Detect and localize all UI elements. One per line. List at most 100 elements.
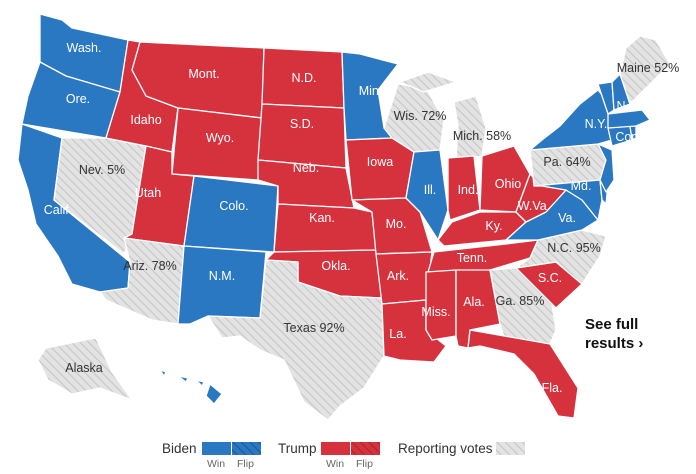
state-shape-nm[interactable] <box>177 245 267 325</box>
state-shape-tx[interactable] <box>207 259 385 421</box>
state-label-ne: Neb. <box>293 161 319 175</box>
state-label-ok: Okla. <box>321 259 350 273</box>
state-shape-nj[interactable] <box>597 143 615 193</box>
state-label-nm: N.M. <box>209 269 235 283</box>
state-label-wy: Wyo. <box>206 131 234 145</box>
state-label-sd: S.D. <box>290 117 314 131</box>
state-label-ca: Calif. <box>44 203 72 217</box>
state-label-or: Ore. <box>66 92 90 106</box>
state-me[interactable] <box>619 35 671 105</box>
state-label-nj: N.J. <box>615 163 637 177</box>
state-label-nc: N.C. 95% <box>547 241 601 255</box>
state-label-vt: Vt. <box>600 69 615 83</box>
state-label-mo: Mo. <box>386 217 407 231</box>
state-label-mn: Minn. <box>359 84 390 98</box>
state-label-nh: N.H. <box>617 99 642 113</box>
state-shape-ak[interactable] <box>37 337 133 401</box>
legend-reporting-swatch <box>496 442 525 455</box>
state-label-in: Ind. <box>458 183 479 197</box>
state-hi[interactable] <box>159 369 223 405</box>
state-label-al: Ala. <box>463 295 485 309</box>
state-tx[interactable] <box>207 259 385 421</box>
state-shape-me[interactable] <box>619 35 671 105</box>
state-label-tn: Tenn. <box>457 251 488 265</box>
state-label-wa: Wash. <box>67 41 102 55</box>
state-label-pa: Pa. 64% <box>543 155 590 169</box>
state-label-la: La. <box>389 327 406 341</box>
legend-biden-win-label: Win <box>207 458 226 470</box>
legend: Biden Win Flip Trump Win Flip Reporting … <box>0 436 696 474</box>
state-label-md: Md. <box>571 179 592 193</box>
state-shape-ma[interactable] <box>607 109 651 129</box>
legend-biden-title: Biden <box>162 441 197 456</box>
state-nm[interactable] <box>177 245 267 325</box>
state-shape-vt[interactable] <box>597 81 615 115</box>
state-label-co: Colo. <box>219 199 248 213</box>
state-shape-hi[interactable] <box>205 383 223 405</box>
see-full-line1: See full <box>585 316 639 333</box>
us-election-map: Wash. Ore. Calif. Nev. 5% Idaho Mont. Wyo. Utah… <box>18 14 682 421</box>
state-label-ia: Iowa <box>367 155 393 169</box>
legend-trump-win-swatch <box>321 442 350 455</box>
state-shape-hi[interactable] <box>177 375 189 383</box>
state-label-fl: Fla. <box>542 381 563 395</box>
state-label-ms: Miss. <box>421 305 450 319</box>
state-ma[interactable] <box>607 109 651 129</box>
state-label-ri: R.I. <box>640 144 659 158</box>
state-label-de: Del. <box>609 188 631 202</box>
state-label-wi: Wis. 72% <box>394 109 447 123</box>
state-label-mt: Mont. <box>188 67 219 81</box>
state-label-ky: Ky. <box>485 219 502 233</box>
state-label-ak: Alaska <box>65 361 103 375</box>
state-vt[interactable] <box>597 81 615 115</box>
state-label-me: Maine 52% <box>617 61 680 75</box>
state-shape-hi[interactable] <box>195 379 205 387</box>
state-shape-ia[interactable] <box>345 137 415 201</box>
state-label-tx: Texas 92% <box>283 321 344 335</box>
legend-trump-title: Trump <box>278 441 317 456</box>
legend-trump-flip-swatch <box>351 442 380 455</box>
state-label-il: Ill. <box>424 183 437 197</box>
state-label-nv: Nev. 5% <box>79 163 125 177</box>
state-label-ut: Utah <box>135 186 161 200</box>
state-ak[interactable] <box>37 337 133 401</box>
state-shape-mi[interactable] <box>453 95 487 161</box>
state-in[interactable] <box>447 155 481 221</box>
state-fl[interactable] <box>467 329 579 419</box>
state-label-va: Va. <box>558 211 576 225</box>
state-sd[interactable] <box>257 103 347 169</box>
state-label-sc: S.C. <box>538 271 562 285</box>
state-shape-co[interactable] <box>183 175 279 253</box>
state-shape-in[interactable] <box>447 155 481 221</box>
state-label-ct: Conn. <box>615 130 648 144</box>
state-label-mi: Mich. 58% <box>453 129 511 143</box>
state-label-ga: Ga. 85% <box>496 294 545 308</box>
legend-biden-flip-swatch <box>232 442 261 455</box>
state-shape-fl[interactable] <box>467 329 579 419</box>
state-shape-wi[interactable] <box>383 83 445 153</box>
state-shape-hi[interactable] <box>159 369 167 377</box>
see-full-line2: results › <box>585 335 644 352</box>
state-label-wv: W.Va. <box>518 199 550 213</box>
legend-biden-win-swatch <box>202 442 231 455</box>
legend-trump-flip-label: Flip <box>356 458 373 470</box>
state-shape-sd[interactable] <box>257 103 347 169</box>
legend-reporting-title: Reporting votes <box>398 441 493 456</box>
state-label-ny: N.Y. <box>585 117 608 131</box>
state-co[interactable] <box>183 175 279 253</box>
state-shape-mi[interactable] <box>399 71 457 93</box>
state-label-id: Idaho <box>130 113 161 127</box>
state-label-ks: Kan. <box>309 211 335 225</box>
legend-biden-flip-label: Flip <box>237 458 254 470</box>
state-wi[interactable] <box>383 83 445 153</box>
state-label-az: Ariz. 78% <box>123 259 177 273</box>
state-label-nd: N.D. <box>292 71 317 85</box>
state-label-hi: Hawaii <box>223 389 261 403</box>
state-nj[interactable] <box>597 143 615 193</box>
state-label-oh: Ohio <box>495 177 521 191</box>
see-full-results-link[interactable]: See full results › <box>585 315 643 353</box>
state-label-ma: Mass. <box>649 117 682 131</box>
state-ia[interactable] <box>345 137 415 201</box>
legend-trump-win-label: Win <box>326 458 345 470</box>
state-label-ar: Ark. <box>387 269 409 283</box>
